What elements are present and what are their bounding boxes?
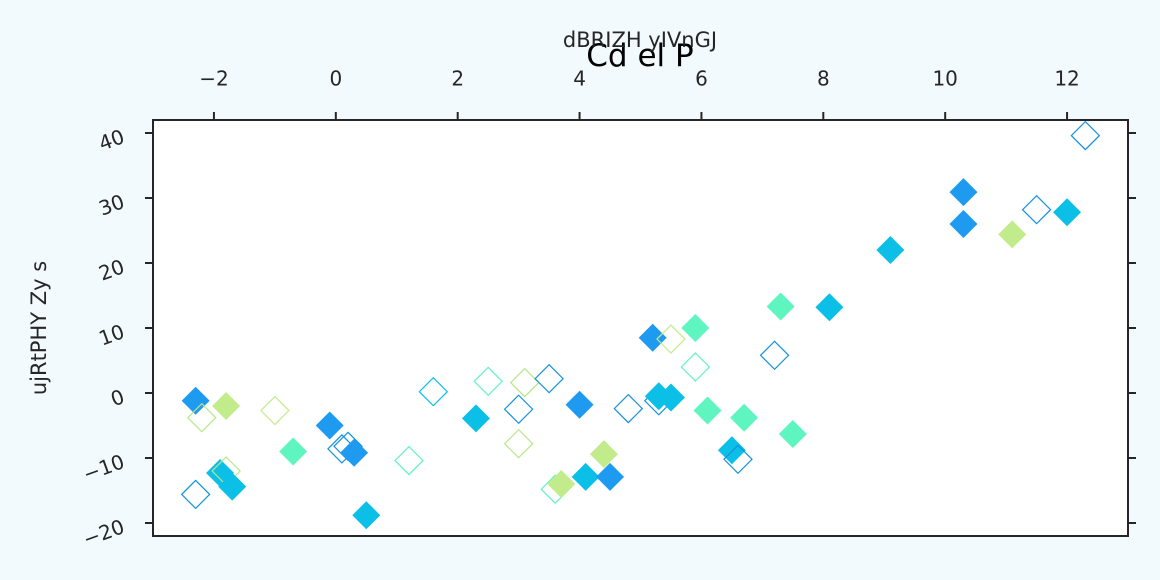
data-point — [418, 376, 449, 407]
data-point — [503, 428, 534, 459]
data-point — [876, 236, 905, 264]
data-point — [315, 411, 344, 440]
plot-area — [153, 120, 1128, 536]
data-point — [212, 392, 241, 420]
x-axis: −2 0 2 4 6 8 10 12 — [199, 67, 1080, 120]
y-axis-label: ujRtPHY Zy s — [27, 261, 51, 395]
x-tick-label: 4 — [573, 67, 586, 91]
data-point — [638, 323, 667, 352]
data-point — [547, 470, 576, 498]
data-point — [503, 394, 534, 425]
data-point — [534, 363, 564, 394]
x-tick-label: 10 — [932, 67, 957, 91]
data-point — [186, 402, 217, 433]
data-point — [681, 314, 710, 342]
data-point — [509, 367, 540, 398]
y-tick-label: 0 — [107, 384, 127, 411]
y-tick-label: −20 — [80, 514, 128, 551]
data-point — [998, 220, 1027, 249]
x-tick-label: 0 — [329, 67, 342, 91]
y-tick-label: 30 — [95, 189, 127, 220]
data-point — [730, 403, 759, 432]
data-point — [1021, 194, 1052, 225]
data-point — [759, 340, 790, 371]
data-point — [723, 444, 753, 475]
data-point — [340, 438, 369, 467]
x-tick-label: 6 — [695, 67, 708, 91]
data-point — [461, 404, 490, 433]
data-point — [1053, 198, 1082, 227]
data-point — [596, 462, 625, 491]
x-tick-label: 12 — [1054, 67, 1079, 91]
data-point — [181, 386, 210, 415]
data-point — [693, 396, 722, 425]
data-point — [656, 324, 686, 354]
data-point — [680, 352, 711, 382]
data-points — [180, 120, 1101, 530]
data-point — [778, 419, 807, 448]
data-point — [815, 293, 844, 322]
y-tick-label: −10 — [80, 449, 128, 486]
x-tick-label: 8 — [817, 67, 830, 91]
data-point — [571, 462, 600, 491]
data-point — [613, 393, 644, 424]
data-point — [949, 210, 978, 238]
data-point — [279, 437, 308, 466]
data-point — [717, 436, 746, 465]
data-point — [260, 395, 290, 426]
data-point — [565, 390, 594, 419]
data-point — [394, 445, 424, 476]
data-point — [473, 366, 504, 397]
y-tick-label: 40 — [95, 124, 127, 155]
data-point — [218, 472, 247, 501]
chart-title: Cd el P — [586, 38, 693, 74]
data-point — [352, 501, 381, 530]
x-axis-label: dBRIZH yIVnGJ — [563, 28, 717, 52]
data-point — [1070, 120, 1101, 151]
y-tick-label: 10 — [95, 319, 127, 350]
data-point — [949, 178, 978, 207]
data-point — [589, 440, 618, 469]
data-point — [656, 383, 685, 412]
y-tick-label: 20 — [95, 254, 127, 285]
x-tick-label: 2 — [451, 67, 464, 91]
x-tick-label: −2 — [199, 67, 228, 91]
data-point — [180, 479, 211, 510]
data-point — [766, 292, 795, 321]
